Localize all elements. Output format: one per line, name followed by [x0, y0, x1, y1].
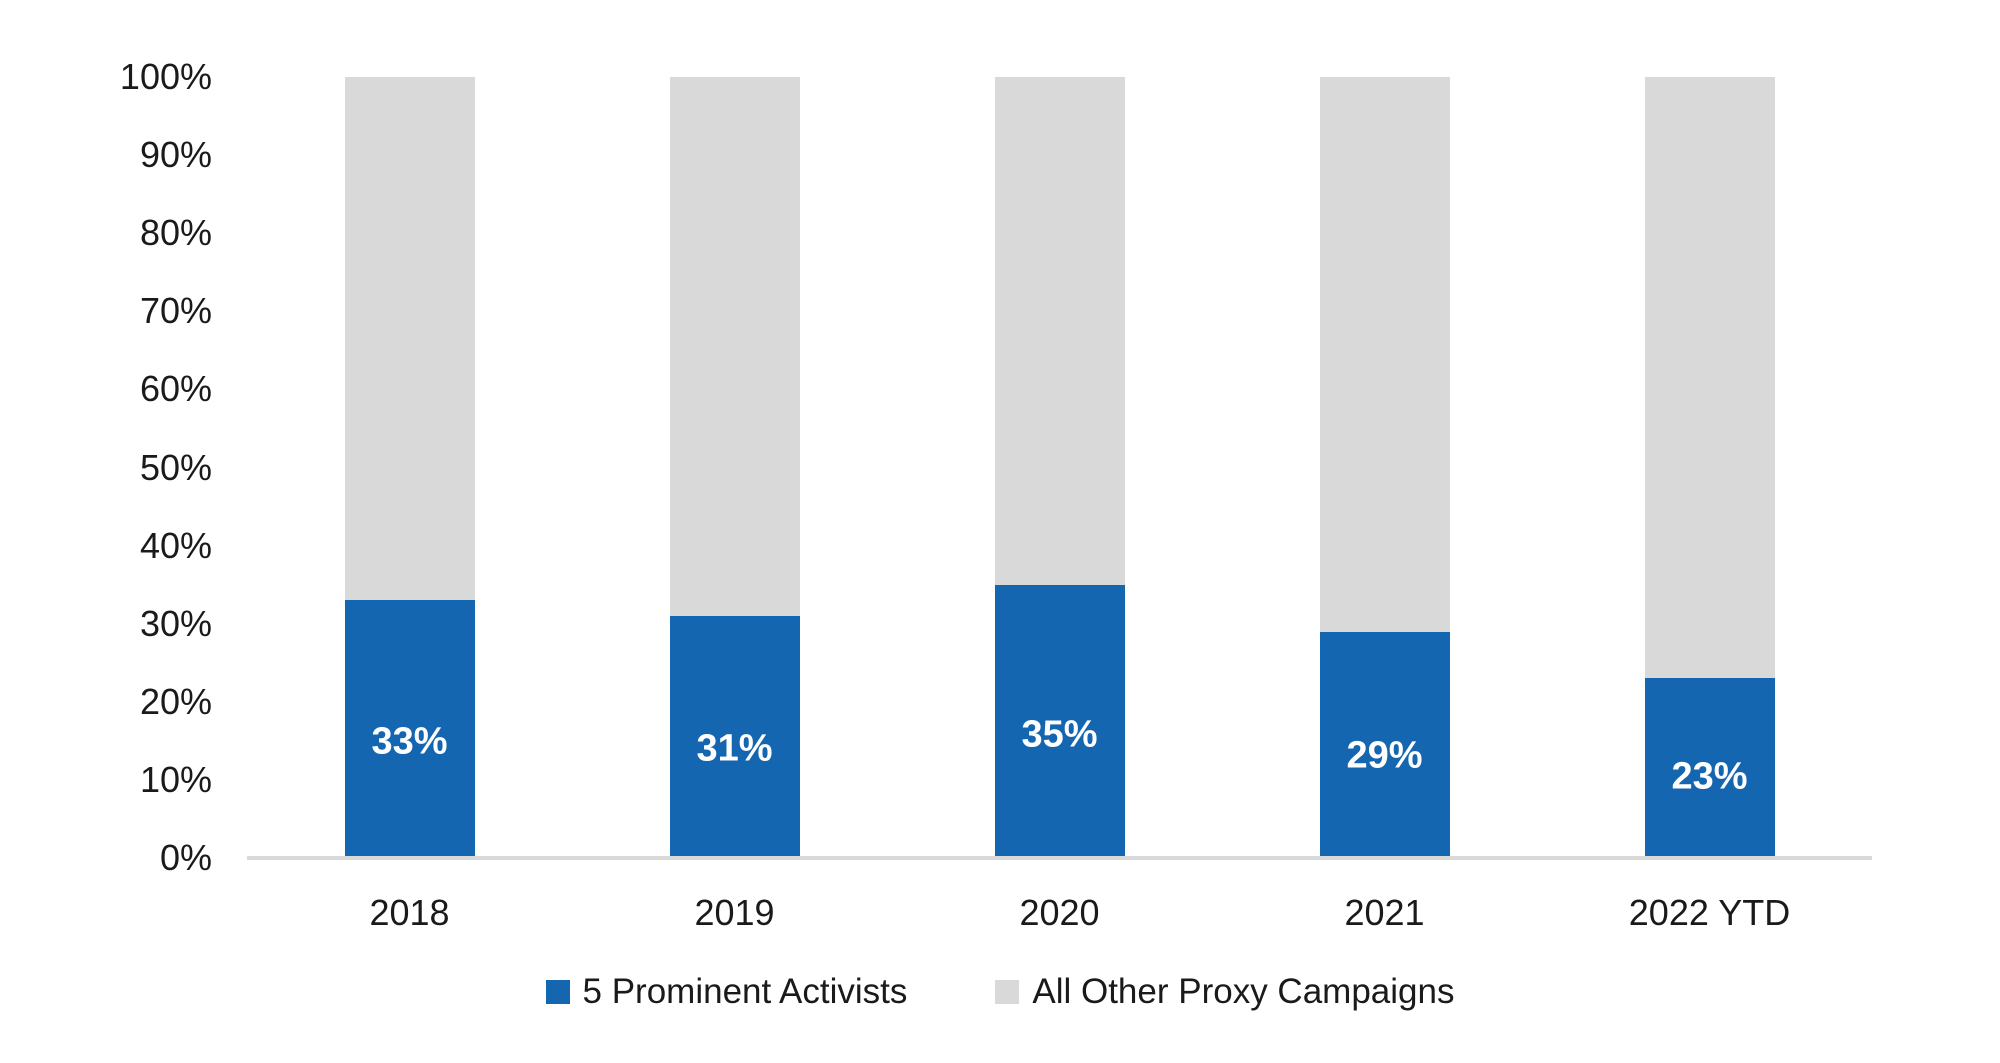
y-axis-tick-label: 80% [139, 212, 212, 254]
bar-value-label: 35% [1021, 713, 1098, 756]
x-axis-line [247, 856, 1872, 860]
bar-value-label: 29% [1346, 734, 1423, 777]
segment-all-other-proxy-campaigns [344, 77, 475, 601]
bar-2018: 33% [344, 77, 475, 858]
legend-item-all-other-proxy-campaigns: All Other Proxy Campaigns [995, 972, 1454, 1012]
y-axis-tick-label: 90% [139, 134, 212, 176]
legend-label: 5 Prominent Activists [582, 972, 908, 1011]
x-axis-tick-label: 2019 [694, 892, 775, 933]
legend-swatch-icon [995, 980, 1020, 1004]
segment-5-prominent-activists: 35% [994, 584, 1125, 858]
y-axis-tick-label: 20% [139, 680, 212, 722]
legend-item-5-prominent-activists: 5 Prominent Activists [545, 972, 908, 1012]
segment-5-prominent-activists: 23% [1644, 678, 1775, 858]
x-axis-tick-label: 2021 [1344, 892, 1425, 933]
y-axis-tick-label: 100% [119, 56, 212, 97]
bar-2022-ytd: 23% [1644, 77, 1775, 858]
legend: 5 Prominent Activists All Other Proxy Cam… [0, 972, 2000, 1012]
y-axis-tick-label: 10% [139, 758, 212, 800]
bar-value-label: 31% [696, 727, 773, 770]
bar-2019: 31% [669, 77, 800, 858]
y-axis-tick-label: 30% [139, 602, 212, 644]
plot-area: 33% 31% 35% 29% 23% [247, 77, 1872, 858]
segment-all-other-proxy-campaigns [1319, 77, 1450, 632]
y-axis-tick-label: 60% [139, 368, 212, 410]
y-axis-tick-label: 0% [159, 837, 212, 878]
segment-5-prominent-activists: 29% [1319, 631, 1450, 858]
segment-5-prominent-activists: 31% [669, 615, 800, 858]
bar-2020: 35% [994, 77, 1125, 858]
x-axis-tick-label: 2022 YTD [1628, 892, 1791, 933]
bar-value-label: 23% [1671, 755, 1748, 798]
x-axis-tick-label: 2018 [369, 892, 450, 933]
segment-all-other-proxy-campaigns [994, 77, 1125, 585]
y-axis-tick-label: 50% [139, 446, 212, 488]
segment-all-other-proxy-campaigns [669, 77, 800, 616]
y-axis-tick-label: 40% [139, 524, 212, 566]
legend-swatch-icon [545, 980, 570, 1004]
segment-all-other-proxy-campaigns [1644, 77, 1775, 679]
bar-value-label: 33% [371, 720, 448, 763]
bar-2021: 29% [1319, 77, 1450, 858]
x-axis-tick-label: 2020 [1019, 892, 1100, 933]
y-axis-tick-label: 70% [139, 290, 212, 332]
legend-label: All Other Proxy Campaigns [1032, 972, 1455, 1011]
segment-5-prominent-activists: 33% [344, 600, 475, 858]
